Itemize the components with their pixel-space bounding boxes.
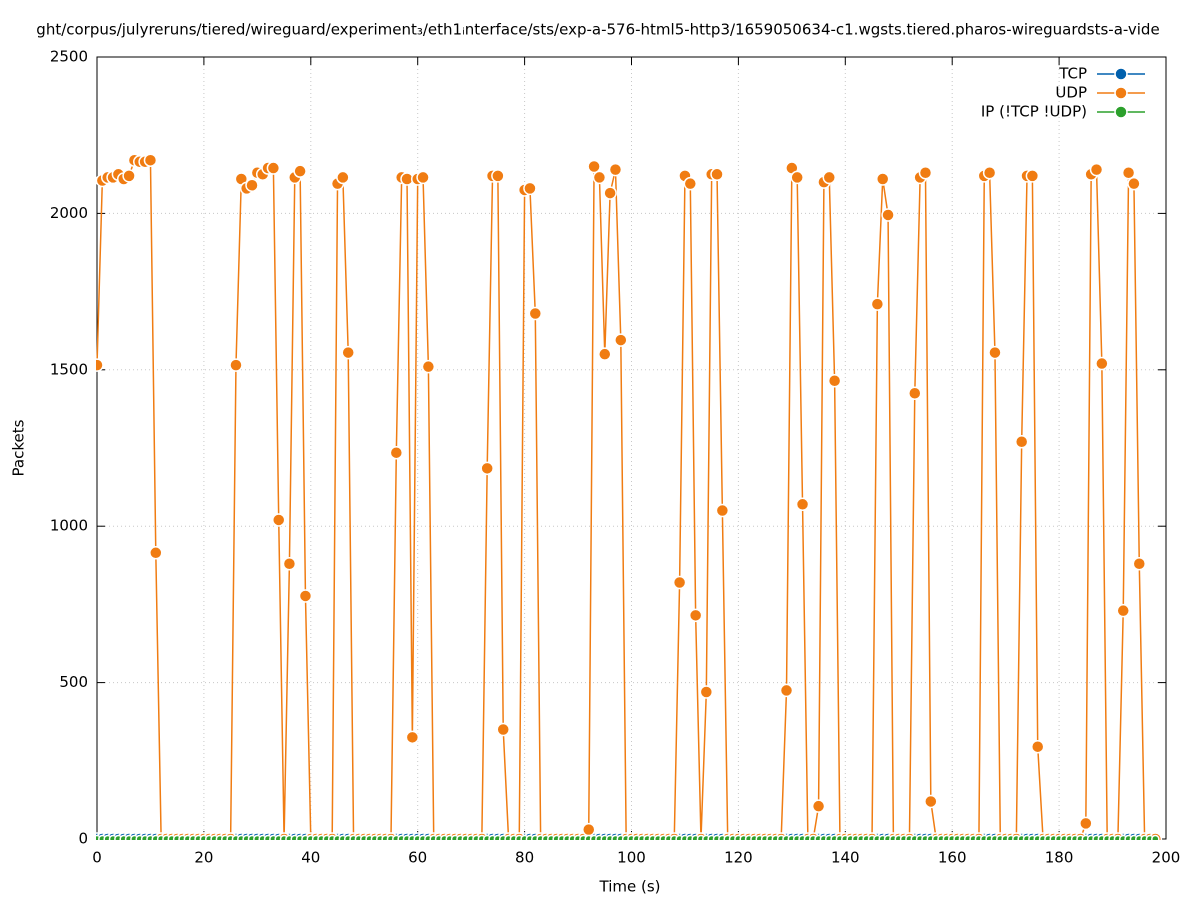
data-point xyxy=(245,178,259,192)
data-point xyxy=(405,730,420,745)
data-point xyxy=(1127,176,1141,191)
chart-title: ght/corpus/julyreruns/tiered/wireguard/e… xyxy=(36,21,1159,39)
data-point xyxy=(1089,162,1104,177)
data-point xyxy=(1030,739,1045,754)
data-point xyxy=(683,176,698,191)
x-tick-label: 60 xyxy=(408,849,427,867)
data-point xyxy=(149,546,163,560)
data-point xyxy=(1116,603,1130,618)
x-tick-label: 100 xyxy=(617,849,646,867)
legend-label: TCP xyxy=(1058,65,1087,83)
y-tick-label: 2500 xyxy=(50,48,88,66)
data-point xyxy=(982,165,997,180)
data-point xyxy=(688,608,703,623)
data-point xyxy=(988,345,1002,360)
data-point xyxy=(870,297,885,311)
data-point xyxy=(298,589,313,603)
data-point xyxy=(710,167,724,182)
data-point xyxy=(908,386,922,401)
data-point xyxy=(341,345,355,360)
data-point xyxy=(143,153,158,167)
data-point xyxy=(592,170,607,185)
data-point xyxy=(271,513,286,527)
x-axis-label: Time (s) xyxy=(599,878,661,896)
data-point xyxy=(480,461,494,476)
legend-swatch xyxy=(1114,67,1128,81)
plot-area xyxy=(96,153,1163,840)
data-point xyxy=(790,170,804,185)
data-point xyxy=(587,159,601,174)
data-point xyxy=(1151,834,1160,840)
x-tick-label: 40 xyxy=(301,849,320,867)
data-point xyxy=(1025,169,1040,183)
x-tick-label: 180 xyxy=(1045,849,1074,867)
x-tick-label: 140 xyxy=(831,849,860,867)
data-point xyxy=(421,359,436,374)
data-point xyxy=(699,685,714,699)
data-point xyxy=(416,170,430,185)
data-point xyxy=(491,169,505,183)
data-point xyxy=(924,794,938,809)
data-point xyxy=(282,556,297,571)
legend-label: IP (!TCP !UDP) xyxy=(981,103,1087,121)
legend-swatch xyxy=(1114,105,1128,119)
data-point xyxy=(715,503,730,518)
x-tick-label: 160 xyxy=(938,849,967,867)
data-point xyxy=(122,169,136,183)
data-point xyxy=(229,358,243,372)
data-point xyxy=(1079,816,1093,831)
data-point xyxy=(96,358,104,372)
data-point xyxy=(614,333,628,347)
data-point xyxy=(528,306,543,321)
data-point xyxy=(389,445,404,460)
data-point xyxy=(1132,556,1147,571)
series-line xyxy=(96,159,1156,840)
data-point xyxy=(1095,356,1109,371)
x-tick-label: 20 xyxy=(194,849,213,867)
y-tick-label: 1500 xyxy=(50,360,88,378)
x-tick-label: 120 xyxy=(724,849,753,867)
data-point xyxy=(608,162,623,177)
data-point xyxy=(1121,165,1136,180)
x-tick-label: 80 xyxy=(515,849,534,867)
data-point xyxy=(266,161,281,175)
data-point xyxy=(779,683,794,698)
data-point xyxy=(293,164,307,178)
data-point xyxy=(827,373,842,388)
data-point xyxy=(581,822,596,837)
y-tick-label: 2000 xyxy=(50,204,88,222)
legend-swatch xyxy=(1114,86,1128,100)
data-point xyxy=(523,181,537,196)
data-point xyxy=(1014,434,1029,449)
y-axis-label: Packets xyxy=(10,419,28,476)
legend-label: UDP xyxy=(1055,84,1087,102)
data-point xyxy=(336,170,350,185)
data-point xyxy=(672,575,687,590)
data-point xyxy=(875,172,890,186)
data-point xyxy=(603,186,617,200)
y-tick-label: 500 xyxy=(59,673,88,691)
x-tick-label: 200 xyxy=(1152,849,1181,867)
data-point xyxy=(881,208,895,222)
data-point xyxy=(918,165,933,180)
x-tick-label: 0 xyxy=(92,849,102,867)
data-point xyxy=(795,497,810,512)
y-tick-label: 0 xyxy=(78,830,88,848)
y-tick-label: 1000 xyxy=(50,517,88,535)
data-point xyxy=(496,722,510,737)
data-point xyxy=(811,799,826,813)
data-point xyxy=(822,170,837,185)
data-point xyxy=(598,347,612,361)
